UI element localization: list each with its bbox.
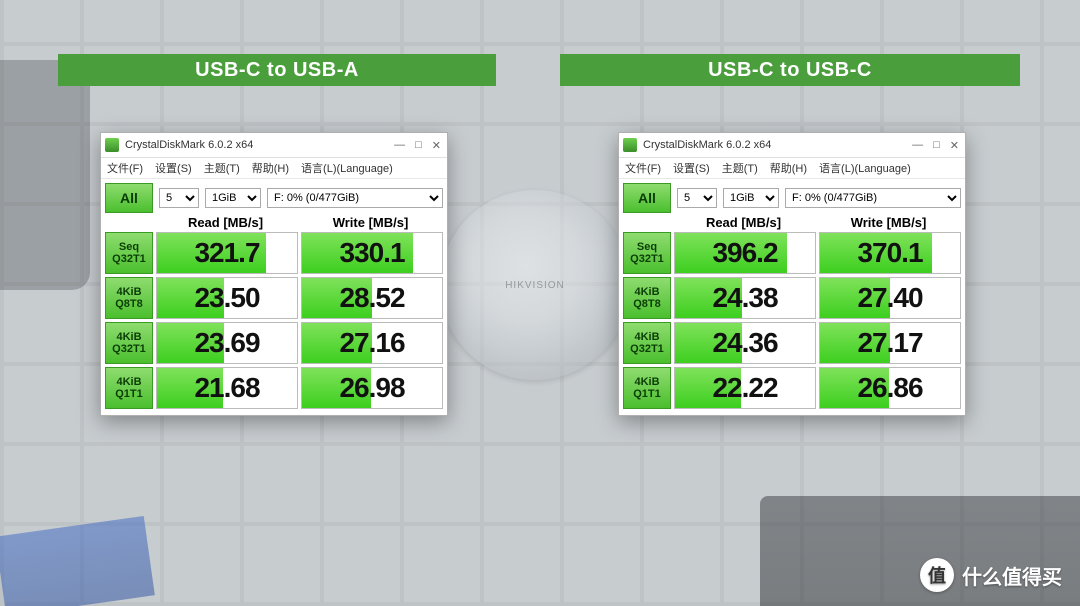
write-cell: 26.98 (301, 367, 443, 409)
toolbar: All 5 1GiB F: 0% (0/477GiB) (101, 179, 447, 215)
size-select[interactable]: 1GiB (723, 188, 779, 208)
run-seq-button[interactable]: SeqQ32T1 (623, 232, 671, 274)
column-headers: Read [MB/s] Write [MB/s] (101, 215, 447, 232)
crystaldiskmark-window-left: CrystalDiskMark 6.0.2 x64 — □ ✕ 文件(F) 设置… (100, 132, 448, 416)
result-row: 4KiBQ1T1 22.22 26.86 (623, 367, 961, 409)
crystaldiskmark-window-right: CrystalDiskMark 6.0.2 x64 — □ ✕ 文件(F) 设置… (618, 132, 966, 416)
result-row: 4KiBQ1T1 21.68 26.98 (105, 367, 443, 409)
read-cell: 22.22 (674, 367, 816, 409)
size-select[interactable]: 1GiB (205, 188, 261, 208)
banner-usb-a: USB-C to USB-A (58, 54, 496, 86)
read-cell: 24.38 (674, 277, 816, 319)
menubar: 文件(F) 设置(S) 主题(T) 帮助(H) 语言(L)(Language) (619, 158, 965, 179)
run-4k-q8t8-button[interactable]: 4KiBQ8T8 (105, 277, 153, 319)
write-cell: 26.86 (819, 367, 961, 409)
close-button[interactable]: ✕ (432, 139, 441, 152)
titlebar[interactable]: CrystalDiskMark 6.0.2 x64 — □ ✕ (619, 133, 965, 158)
read-cell: 21.68 (156, 367, 298, 409)
write-cell: 27.17 (819, 322, 961, 364)
banner-usb-c: USB-C to USB-C (560, 54, 1020, 86)
watermark-badge: 值 (920, 558, 954, 592)
maximize-button[interactable]: □ (933, 139, 940, 152)
run-seq-button[interactable]: SeqQ32T1 (105, 232, 153, 274)
result-row: 4KiBQ32T1 24.36 27.17 (623, 322, 961, 364)
toolbar: All 5 1GiB F: 0% (0/477GiB) (619, 179, 965, 215)
write-header: Write [MB/s] (816, 215, 961, 230)
run-all-button[interactable]: All (623, 183, 671, 213)
menu-file[interactable]: 文件(F) (107, 160, 143, 176)
runs-select[interactable]: 5 (677, 188, 717, 208)
app-icon (105, 138, 119, 152)
result-row: SeqQ32T1 396.2 370.1 (623, 232, 961, 274)
run-4k-q1t1-button[interactable]: 4KiBQ1T1 (105, 367, 153, 409)
run-all-button[interactable]: All (105, 183, 153, 213)
close-button[interactable]: ✕ (950, 139, 959, 152)
drive-select[interactable]: F: 0% (0/477GiB) (267, 188, 443, 208)
write-cell: 27.40 (819, 277, 961, 319)
app-icon (623, 138, 637, 152)
minimize-button[interactable]: — (394, 139, 405, 152)
write-cell: 28.52 (301, 277, 443, 319)
menu-help[interactable]: 帮助(H) (252, 160, 289, 176)
disc-label: HIKVISION (505, 280, 565, 291)
write-cell: 370.1 (819, 232, 961, 274)
run-4k-q32t1-button[interactable]: 4KiBQ32T1 (623, 322, 671, 364)
titlebar[interactable]: CrystalDiskMark 6.0.2 x64 — □ ✕ (101, 133, 447, 158)
menu-theme[interactable]: 主题(T) (204, 160, 240, 176)
result-row: 4KiBQ8T8 23.50 28.52 (105, 277, 443, 319)
banner-left-text: USB-C to USB-A (195, 59, 359, 82)
read-cell: 23.50 (156, 277, 298, 319)
write-cell: 330.1 (301, 232, 443, 274)
watermark-text: 什么值得买 (962, 561, 1062, 590)
result-rows-left: SeqQ32T1 321.7 330.1 4KiBQ8T8 23.50 28.5… (101, 232, 447, 415)
result-rows-right: SeqQ32T1 396.2 370.1 4KiBQ8T8 24.38 27.4… (619, 232, 965, 415)
menu-language[interactable]: 语言(L)(Language) (819, 160, 911, 176)
gamepad-prop (0, 60, 90, 290)
ssd-disc: HIKVISION (440, 190, 630, 380)
column-headers: Read [MB/s] Write [MB/s] (619, 215, 965, 232)
menu-settings[interactable]: 设置(S) (155, 160, 192, 176)
read-cell: 23.69 (156, 322, 298, 364)
banner-right-text: USB-C to USB-C (708, 59, 872, 82)
result-row: 4KiBQ32T1 23.69 27.16 (105, 322, 443, 364)
menu-file[interactable]: 文件(F) (625, 160, 661, 176)
result-row: SeqQ32T1 321.7 330.1 (105, 232, 443, 274)
run-4k-q1t1-button[interactable]: 4KiBQ1T1 (623, 367, 671, 409)
write-header: Write [MB/s] (298, 215, 443, 230)
menu-theme[interactable]: 主题(T) (722, 160, 758, 176)
read-cell: 321.7 (156, 232, 298, 274)
run-4k-q32t1-button[interactable]: 4KiBQ32T1 (105, 322, 153, 364)
read-header: Read [MB/s] (153, 215, 298, 230)
read-header: Read [MB/s] (671, 215, 816, 230)
maximize-button[interactable]: □ (415, 139, 422, 152)
window-title: CrystalDiskMark 6.0.2 x64 (125, 139, 388, 151)
read-cell: 396.2 (674, 232, 816, 274)
read-cell: 24.36 (674, 322, 816, 364)
menu-settings[interactable]: 设置(S) (673, 160, 710, 176)
menu-help[interactable]: 帮助(H) (770, 160, 807, 176)
menubar: 文件(F) 设置(S) 主题(T) 帮助(H) 语言(L)(Language) (101, 158, 447, 179)
write-cell: 27.16 (301, 322, 443, 364)
minimize-button[interactable]: — (912, 139, 923, 152)
window-title: CrystalDiskMark 6.0.2 x64 (643, 139, 906, 151)
watermark: 值 什么值得买 (920, 558, 1062, 592)
drive-select[interactable]: F: 0% (0/477GiB) (785, 188, 961, 208)
runs-select[interactable]: 5 (159, 188, 199, 208)
run-4k-q8t8-button[interactable]: 4KiBQ8T8 (623, 277, 671, 319)
menu-language[interactable]: 语言(L)(Language) (301, 160, 393, 176)
result-row: 4KiBQ8T8 24.38 27.40 (623, 277, 961, 319)
